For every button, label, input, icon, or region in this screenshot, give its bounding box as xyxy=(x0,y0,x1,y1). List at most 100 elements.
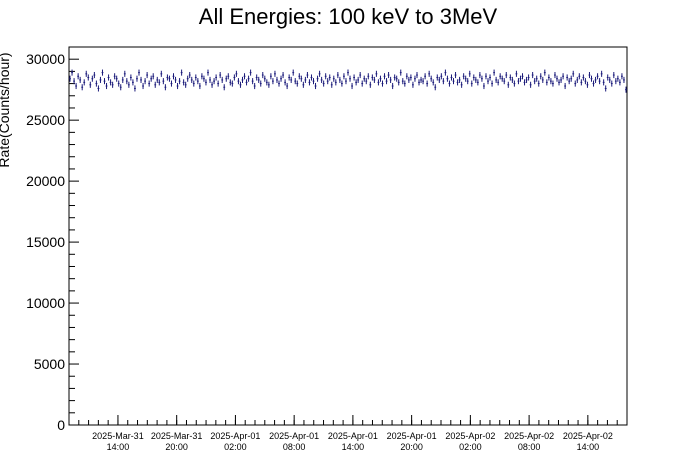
data-point xyxy=(300,75,303,82)
data-point xyxy=(209,76,211,83)
data-point xyxy=(623,76,625,83)
data-point xyxy=(491,80,493,87)
data-point xyxy=(318,70,321,77)
data-point xyxy=(395,75,398,82)
data-point xyxy=(456,79,459,86)
data-point xyxy=(140,76,142,83)
data-point xyxy=(614,78,617,85)
data-point xyxy=(361,80,364,87)
data-point xyxy=(367,73,370,80)
data-point xyxy=(458,76,461,83)
data-point xyxy=(338,76,341,83)
data-point xyxy=(472,74,475,81)
data-point xyxy=(123,70,126,77)
data-point xyxy=(440,73,443,80)
data-point xyxy=(304,76,307,83)
data-point xyxy=(616,75,619,82)
x-tick-labels: 2025-Mar-3114:002025-Mar-3120:002025-Apr… xyxy=(92,431,613,452)
data-point xyxy=(308,79,311,86)
x-tick-time: 14:00 xyxy=(342,442,365,452)
data-point xyxy=(466,78,469,85)
x-tick-date: 2025-Apr-02 xyxy=(563,431,613,441)
data-point xyxy=(330,81,333,88)
data-point xyxy=(375,70,378,77)
x-tick-time: 08:00 xyxy=(518,442,541,452)
data-point xyxy=(156,76,159,83)
data-point xyxy=(497,79,500,86)
data-point xyxy=(436,74,439,81)
x-tick-date: 2025-Apr-01 xyxy=(387,431,437,441)
data-point xyxy=(444,69,447,76)
data-point xyxy=(241,76,244,83)
data-point xyxy=(180,69,183,76)
data-point xyxy=(604,85,607,92)
data-point xyxy=(438,76,441,83)
data-point xyxy=(521,73,524,80)
data-point xyxy=(470,80,473,87)
data-point xyxy=(426,80,429,87)
data-point xyxy=(190,76,193,83)
data-point xyxy=(468,70,471,77)
data-point xyxy=(389,76,392,83)
data-point xyxy=(462,73,465,80)
data-point xyxy=(312,78,315,85)
data-point xyxy=(115,75,118,82)
data-point xyxy=(584,78,587,85)
data-point xyxy=(547,74,550,81)
data-point xyxy=(618,79,621,86)
x-tick-date: 2025-Mar-31 xyxy=(151,431,203,441)
x-tick-time: 20:00 xyxy=(400,442,423,452)
data-point xyxy=(178,78,181,85)
data-point xyxy=(428,70,431,77)
data-point xyxy=(272,78,274,85)
data-point xyxy=(434,84,437,91)
data-point xyxy=(336,71,339,79)
data-point xyxy=(515,70,518,77)
data-point xyxy=(233,74,236,81)
data-point xyxy=(71,69,73,76)
data-point xyxy=(105,82,108,90)
data-point xyxy=(134,85,136,92)
data-point xyxy=(495,76,498,83)
x-tick-date: 2025-Apr-02 xyxy=(445,431,495,441)
data-point xyxy=(132,79,134,86)
data-point xyxy=(600,70,603,77)
data-point xyxy=(340,80,343,87)
data-point xyxy=(621,73,623,80)
data-point xyxy=(290,76,293,83)
data-point xyxy=(310,74,313,81)
data-point xyxy=(594,76,597,83)
data-point xyxy=(379,75,382,82)
data-point xyxy=(353,74,356,81)
data-point xyxy=(552,80,554,87)
x-tick-time: 14:00 xyxy=(107,442,130,452)
data-point xyxy=(460,81,463,88)
data-point xyxy=(365,78,368,85)
data-point xyxy=(474,76,477,83)
data-point xyxy=(158,79,161,86)
data-point xyxy=(152,73,155,80)
data-point xyxy=(592,80,595,87)
data-point xyxy=(142,82,144,90)
data-point xyxy=(519,75,522,82)
data-point xyxy=(73,78,75,85)
data-point xyxy=(422,78,424,85)
data-point xyxy=(174,76,177,83)
data-point xyxy=(485,73,487,80)
y-tick-label: 15000 xyxy=(26,234,65,250)
plot-frame xyxy=(68,46,628,426)
data-point xyxy=(416,71,418,79)
data-point xyxy=(424,73,427,80)
data-point xyxy=(146,71,149,79)
data-point xyxy=(533,78,536,85)
data-point xyxy=(247,75,250,82)
data-point xyxy=(481,75,483,82)
data-point xyxy=(205,79,207,86)
data-point xyxy=(448,80,451,87)
data-point xyxy=(509,74,512,81)
data-point xyxy=(113,73,116,80)
data-point xyxy=(326,78,329,85)
data-point xyxy=(176,82,179,90)
data-point xyxy=(164,84,167,91)
data-point xyxy=(196,78,199,85)
